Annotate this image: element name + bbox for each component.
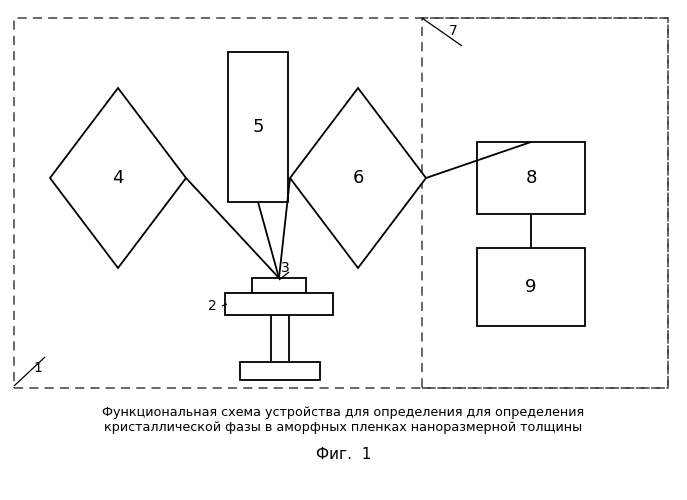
Bar <box>228 52 288 202</box>
Polygon shape <box>290 88 426 268</box>
Text: Фиг.  1: Фиг. 1 <box>316 447 371 462</box>
Bar <box>225 293 333 315</box>
Bar <box>422 18 668 388</box>
Text: 2: 2 <box>207 299 216 313</box>
Bar <box>252 278 306 293</box>
Text: 7: 7 <box>449 24 458 38</box>
Polygon shape <box>50 88 186 268</box>
Bar <box>14 18 668 388</box>
Text: кристаллической фазы в аморфных пленках наноразмерной толщины: кристаллической фазы в аморфных пленках … <box>104 421 583 434</box>
Text: 9: 9 <box>526 278 537 296</box>
Bar <box>477 248 585 326</box>
Text: 6: 6 <box>352 169 363 187</box>
Text: 3: 3 <box>280 261 289 275</box>
Text: 5: 5 <box>252 118 264 136</box>
Text: 1: 1 <box>34 361 43 375</box>
Bar <box>477 142 585 214</box>
Text: 8: 8 <box>526 169 537 187</box>
Bar <box>240 362 320 380</box>
Text: 4: 4 <box>112 169 124 187</box>
Text: Функциональная схема устройства для определения для определения: Функциональная схема устройства для опре… <box>102 406 585 419</box>
